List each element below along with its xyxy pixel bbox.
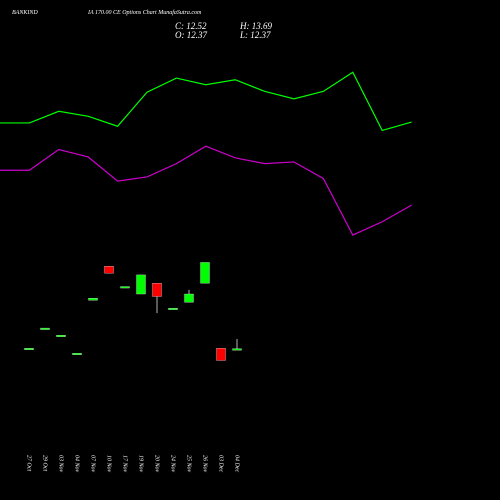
ohlc-label: C: 12.52 bbox=[175, 21, 207, 31]
candle-body bbox=[200, 262, 210, 284]
ohlc-label: H: 13.69 bbox=[239, 21, 272, 31]
candle-body bbox=[152, 283, 162, 297]
x-tick-label: 24 Nov bbox=[170, 455, 177, 473]
ohlc-label: L: 12.37 bbox=[239, 30, 271, 40]
candle-body bbox=[168, 307, 178, 310]
candle-body bbox=[104, 266, 114, 274]
x-tick-label: 04 Dec bbox=[234, 455, 241, 472]
x-tick-label: 17 Nov bbox=[122, 455, 128, 473]
chart-subtitle: IA 170.00 CE Options Chart MunafaSutra.c… bbox=[87, 9, 202, 16]
candle-body bbox=[24, 348, 34, 350]
x-tick-label: 10 Nov bbox=[106, 455, 112, 473]
x-tick-label: 19 Nov bbox=[138, 455, 144, 473]
x-tick-label: 03 Dec bbox=[218, 455, 224, 472]
x-tick-label: 20 Nov bbox=[154, 455, 160, 473]
x-tick-label: 04 Nov bbox=[74, 455, 81, 473]
chart-title: BANKIND bbox=[12, 10, 38, 16]
candle-body bbox=[88, 298, 98, 301]
x-tick-label: 26 Nov bbox=[202, 455, 208, 473]
indicator-line bbox=[0, 145, 412, 236]
candle-body bbox=[120, 286, 130, 289]
candle-body bbox=[216, 348, 226, 361]
candle-body bbox=[184, 293, 194, 303]
candle-body bbox=[40, 327, 50, 330]
x-tick-label: 03 Nov bbox=[58, 455, 64, 473]
ohlc-label: O: 12.37 bbox=[175, 30, 207, 40]
x-tick-label: 25 Nov bbox=[186, 455, 192, 473]
candle-body bbox=[136, 274, 146, 295]
x-tick-label: 29 Oct bbox=[42, 455, 48, 471]
candle-body bbox=[72, 353, 82, 355]
x-tick-label: 07 Nov bbox=[90, 455, 96, 473]
candle-body bbox=[232, 348, 242, 351]
x-tick-label: 27 Oct bbox=[26, 455, 32, 471]
candle-body bbox=[56, 335, 66, 337]
indicator-line bbox=[0, 71, 412, 132]
